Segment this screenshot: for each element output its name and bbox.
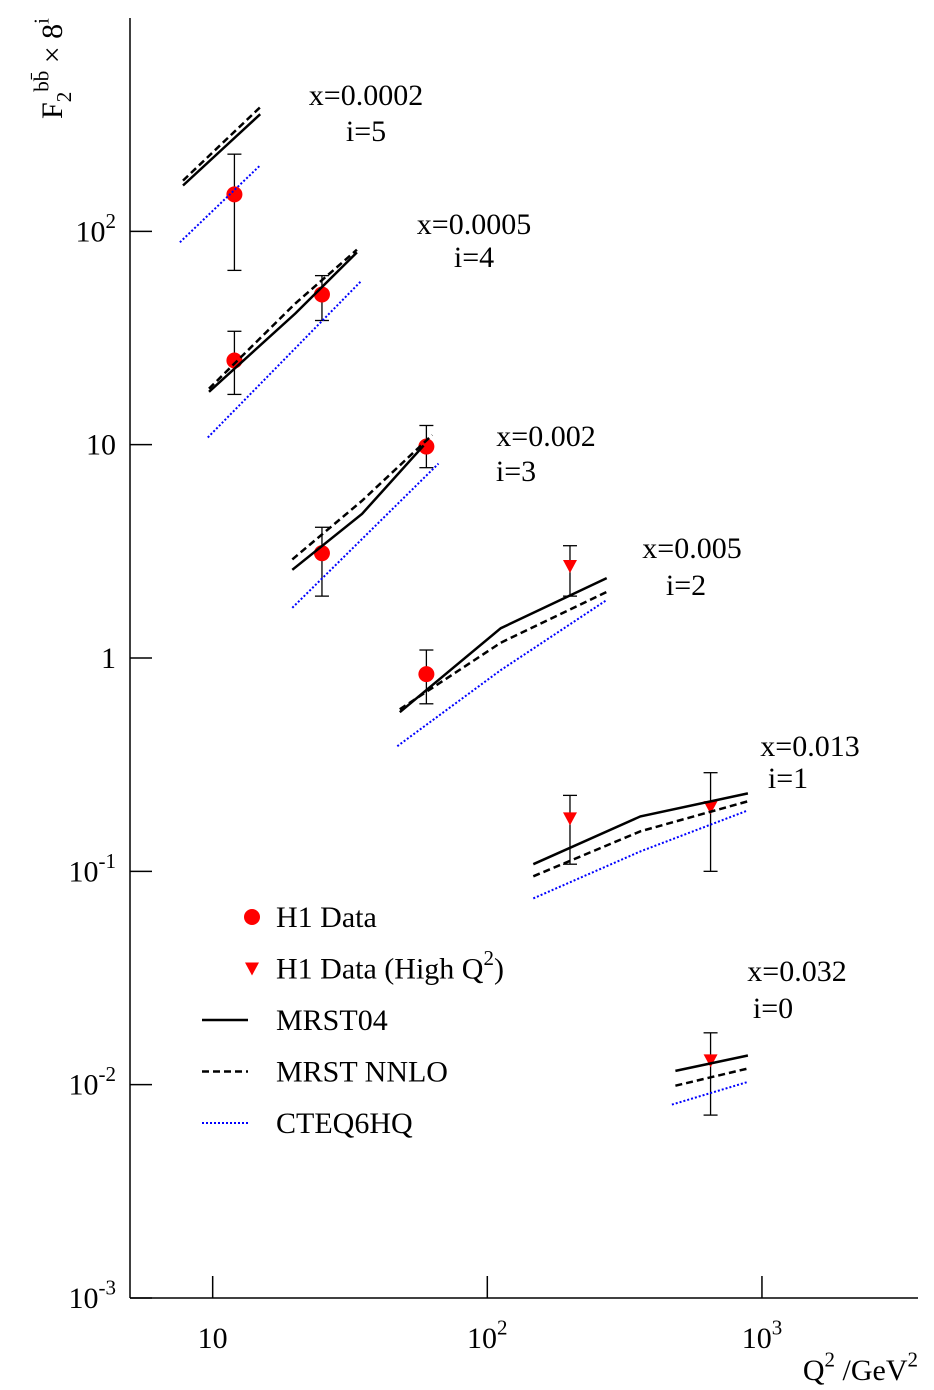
annotation: x=0.005	[642, 532, 741, 565]
model-curve	[182, 106, 749, 1087]
data-point	[703, 1054, 718, 1068]
y-tick-label: 10-2	[69, 1062, 117, 1102]
data-point	[562, 559, 577, 573]
model-curve	[179, 164, 749, 1106]
data-point	[703, 801, 718, 815]
y-tick-label: 10-1	[69, 849, 117, 889]
data-point	[562, 812, 577, 826]
annotation: i=2	[666, 569, 706, 602]
annotation: x=0.0005	[417, 208, 531, 241]
data-point	[418, 666, 435, 683]
y-tick-label: 10-3	[69, 1276, 117, 1316]
legend-label: MRST04	[276, 1004, 388, 1037]
annotation: i=5	[346, 115, 386, 148]
legend-label: H1 Data (High Q2)	[276, 946, 504, 986]
data-point	[313, 286, 330, 303]
annotation: i=1	[768, 762, 808, 795]
annotation: i=0	[753, 992, 793, 1025]
x-tick-label: 10	[198, 1322, 228, 1355]
annotation: x=0.0002	[309, 79, 423, 112]
y-axis-title: F2bb̄ × 8i	[30, 18, 77, 119]
legend-label: MRST NNLO	[276, 1056, 448, 1089]
y-tick-label: 102	[76, 209, 117, 249]
annotation: i=4	[454, 241, 494, 274]
data-point	[245, 962, 259, 976]
annotation: x=0.013	[760, 730, 859, 763]
annotation: x=0.032	[747, 955, 846, 988]
legend-label: H1 Data	[276, 901, 377, 934]
x-tick-label: 103	[742, 1316, 783, 1356]
y-tick-label: 1	[101, 642, 116, 675]
annotation: x=0.002	[496, 420, 595, 453]
model-curve	[182, 113, 749, 1073]
data-point	[226, 352, 243, 369]
x-axis-title: Q2 /GeV2	[803, 1348, 918, 1388]
legend-label: CTEQ6HQ	[276, 1107, 413, 1140]
annotation: i=3	[496, 455, 536, 488]
y-tick-label: 10	[86, 429, 116, 462]
data-point	[226, 186, 243, 203]
data-point	[418, 438, 435, 455]
data-point	[244, 909, 260, 925]
x-tick-label: 102	[467, 1316, 508, 1356]
